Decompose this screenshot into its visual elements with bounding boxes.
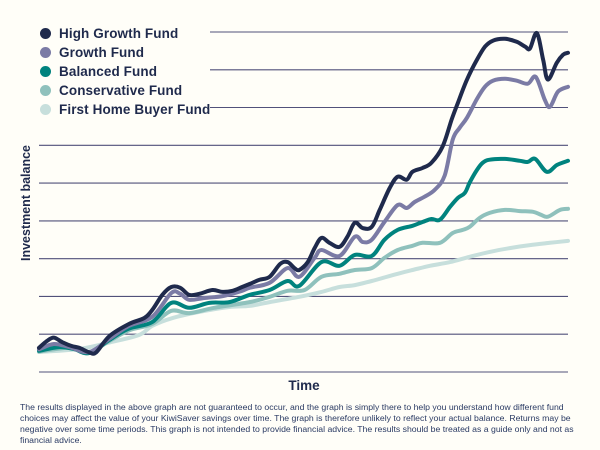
legend-label: First Home Buyer Fund — [59, 102, 211, 117]
series-line-high-growth-fund — [37, 31, 570, 356]
legend-label: Balanced Fund — [59, 64, 158, 79]
y-axis-label: Investment balance — [19, 145, 33, 262]
series-line-conservative-fund — [37, 206, 570, 355]
legend-label: Conservative Fund — [59, 83, 183, 98]
legend-dot-icon — [40, 104, 51, 115]
legend-dot-icon — [40, 47, 51, 58]
legend-label: Growth Fund — [59, 45, 145, 60]
series-line-balanced-fund — [37, 156, 570, 356]
line-chart-plot — [37, 31, 570, 373]
legend-dot-icon — [40, 28, 51, 39]
chart-legend: High Growth Fund Growth Fund Balanced Fund… — [40, 24, 210, 119]
legend-dot-icon — [40, 85, 51, 96]
legend-item-balanced-fund: Balanced Fund — [40, 62, 210, 81]
disclaimer-text: The results displayed in the above graph… — [20, 402, 574, 445]
legend-item-first-home-buyer-fund: First Home Buyer Fund — [40, 100, 210, 119]
legend-item-high-growth-fund: High Growth Fund — [40, 24, 210, 43]
legend-dot-icon — [40, 66, 51, 77]
legend-item-conservative-fund: Conservative Fund — [40, 81, 210, 100]
legend-label: High Growth Fund — [59, 26, 179, 41]
series-line-growth-fund — [37, 74, 570, 355]
x-axis-label: Time — [288, 378, 320, 393]
legend-item-growth-fund: Growth Fund — [40, 43, 210, 62]
